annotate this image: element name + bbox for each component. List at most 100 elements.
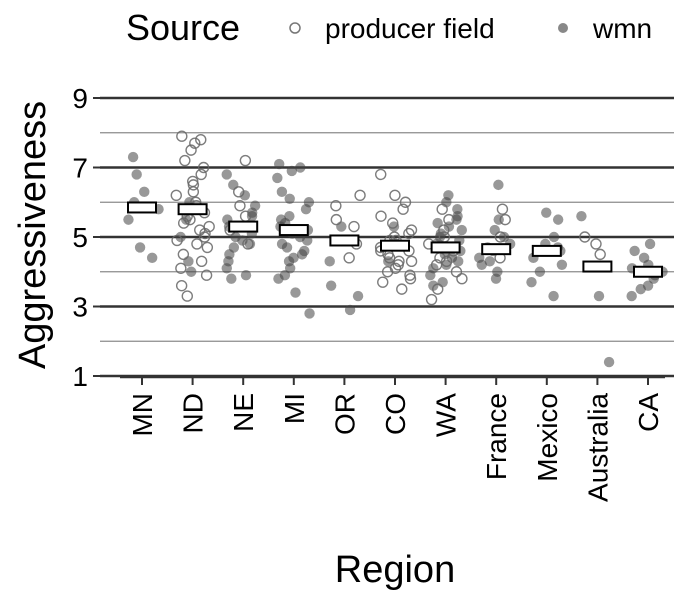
data-point-wmn (432, 217, 443, 229)
data-point-producer-field (200, 269, 213, 281)
data-point-wmn (324, 256, 335, 267)
data-point-wmn (541, 207, 552, 218)
data-point-wmn (281, 242, 293, 253)
x-tick-label: France (481, 393, 512, 480)
data-point-producer-field (189, 137, 201, 149)
x-axis-title: Region (335, 549, 455, 591)
data-point-wmn (230, 231, 241, 243)
data-point-wmn (325, 280, 337, 291)
data-point-wmn (304, 308, 315, 319)
data-point-producer-field (195, 133, 207, 146)
data-point-wmn (295, 162, 306, 173)
data-point-wmn (456, 224, 467, 236)
data-point-wmn (221, 169, 232, 180)
y-axis-title: Aggressiveness (12, 101, 54, 369)
legend-label-wmn: wmn (592, 13, 652, 44)
mean-marker (633, 265, 663, 278)
data-point-producer-field (404, 273, 417, 285)
data-point-wmn (134, 242, 146, 253)
mean-marker (278, 224, 309, 237)
data-point-wmn (275, 214, 287, 225)
data-point-producer-field (579, 231, 591, 243)
legend-open-circle-icon (289, 22, 301, 34)
data-point-producer-field (199, 227, 211, 240)
data-point-producer-field (175, 262, 187, 274)
mean-marker (380, 239, 410, 252)
data-point-producer-field (191, 238, 203, 250)
data-point-producer-field (375, 168, 387, 181)
data-point-wmn (290, 287, 301, 298)
data-point-wmn (272, 172, 283, 184)
x-tick-label: NE (228, 393, 259, 432)
x-tick-label: OR (329, 393, 360, 435)
data-point-wmn (388, 221, 400, 232)
data-point-producer-field (177, 248, 190, 261)
data-point-wmn (146, 252, 158, 264)
data-point-producer-field (399, 196, 412, 208)
data-point-producer-field (179, 154, 191, 167)
y-axis: 1 3 5 7 9 (72, 83, 100, 392)
y-tick-label: 5 (72, 222, 88, 253)
data-point-wmn (352, 290, 364, 302)
data-point-producer-field (177, 217, 190, 229)
data-point-producer-field (181, 290, 193, 302)
data-point-wmn (425, 270, 436, 281)
data-point-wmn (484, 256, 495, 267)
data-point-producer-field (499, 213, 511, 226)
data-point-wmn (498, 231, 510, 243)
data-point-producer-field (195, 168, 207, 181)
data-point-wmn (548, 290, 559, 302)
mean-markers (127, 201, 663, 278)
data-point-producer-field (456, 273, 468, 285)
x-tick-label: Australia (582, 393, 613, 502)
data-point-producer-field (185, 144, 197, 156)
data-point-producer-field (494, 231, 507, 243)
data-point-wmn (284, 193, 295, 204)
data-point-producer-field (354, 189, 366, 202)
data-point-producer-field (234, 200, 246, 212)
data-point-producer-field (381, 266, 394, 278)
data-point-wmn (302, 235, 313, 246)
data-point-producer-field (348, 220, 360, 233)
x-tick-label: CO (380, 393, 411, 435)
data-point-wmn (226, 273, 237, 284)
data-point-producer-field (197, 161, 210, 174)
data-point-wmn (239, 190, 251, 201)
mean-marker (481, 243, 512, 256)
data-point-wmn (240, 270, 252, 281)
data-point-wmn (534, 266, 546, 277)
data-point-producer-field (343, 252, 355, 264)
data-point-producer-field (440, 255, 453, 268)
data-point-producer-field (170, 189, 182, 202)
y-tick-label: 9 (72, 83, 88, 114)
data-point-producer-field (239, 154, 252, 167)
legend-title: Source (126, 7, 240, 48)
data-point-producer-field (392, 259, 404, 271)
mean-marker (127, 201, 157, 214)
data-point-producer-field (436, 203, 448, 215)
data-point-wmn (139, 186, 150, 198)
x-tick-label: CA (633, 393, 664, 432)
data-point-producer-field (443, 213, 455, 226)
data-point-producer-field (397, 203, 409, 215)
data-point-wmn (186, 266, 197, 277)
data-point-producer-field (233, 186, 245, 198)
data-point-producer-field (403, 227, 415, 240)
data-point-producer-field (594, 248, 606, 261)
y-tick-label: 3 (72, 292, 88, 323)
data-point-producer-field (242, 238, 254, 250)
data-point-producer-field (430, 259, 443, 271)
data-point-wmn (635, 283, 646, 295)
data-point-wmn (576, 210, 587, 222)
legend-filled-circle-icon (558, 23, 568, 33)
data-point-wmn (127, 151, 139, 163)
data-point-producer-field (432, 283, 444, 295)
mean-marker (228, 220, 259, 233)
data-point-wmn (273, 273, 284, 284)
data-point-wmn (288, 252, 299, 264)
data-point-wmn (476, 259, 487, 270)
data-point-producer-field (375, 210, 387, 222)
data-point-producer-field (176, 130, 188, 142)
data-point-producer-field (201, 241, 214, 254)
data-point-producer-field (187, 179, 200, 191)
